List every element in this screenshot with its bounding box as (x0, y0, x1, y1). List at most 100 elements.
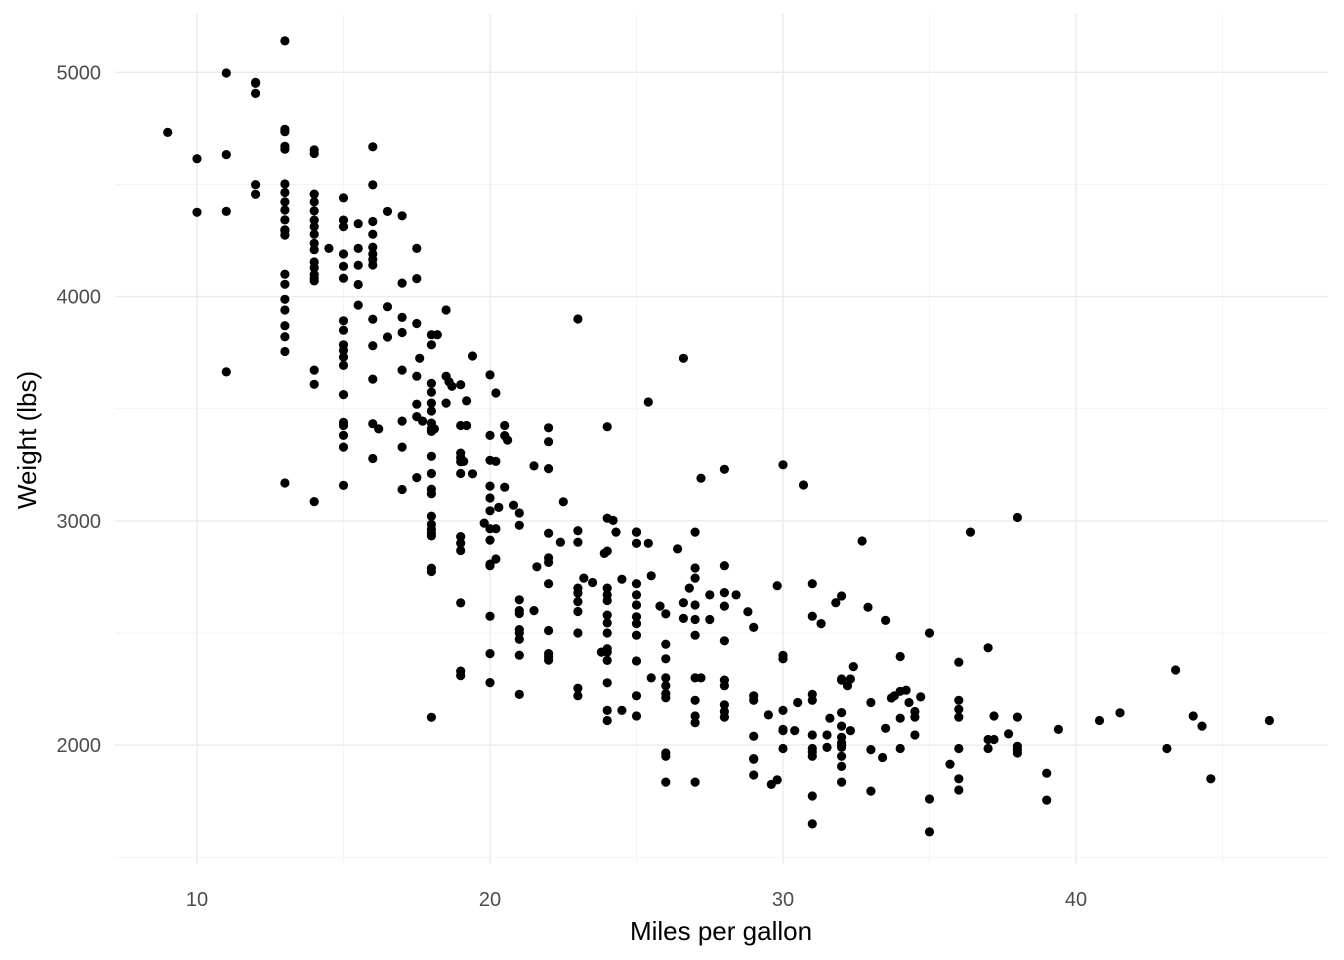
data-point (690, 718, 700, 728)
data-point (412, 371, 422, 381)
data-point (661, 654, 671, 664)
data-point (544, 464, 554, 474)
data-point (866, 697, 876, 708)
data-point (778, 705, 788, 716)
data-point (514, 650, 524, 660)
data-point (447, 381, 457, 391)
data-point (904, 697, 914, 708)
data-point (778, 743, 788, 754)
data-point (631, 600, 642, 610)
data-point (1053, 724, 1063, 735)
data-point (1206, 774, 1216, 784)
data-point (778, 460, 788, 470)
data-point (1012, 512, 1023, 523)
data-point (280, 279, 290, 289)
data-point (989, 734, 999, 745)
data-point (555, 537, 566, 547)
data-point (426, 340, 436, 350)
data-point (837, 721, 847, 731)
data-point (631, 538, 642, 548)
data-point (696, 473, 706, 483)
x-tick-label: 20 (479, 889, 501, 911)
data-point (508, 500, 519, 510)
data-point (397, 211, 407, 221)
data-point (954, 743, 964, 754)
data-point (954, 774, 964, 784)
data-point (251, 180, 261, 190)
data-point (895, 743, 905, 754)
data-point (485, 678, 495, 688)
data-point (479, 518, 489, 528)
data-point (954, 785, 964, 795)
y-tick-label: 4000 (57, 287, 102, 309)
data-point (426, 712, 436, 722)
data-point (881, 723, 891, 733)
data-point (280, 346, 290, 357)
data-point (397, 484, 407, 495)
data-point (544, 625, 554, 636)
data-point (848, 662, 858, 672)
data-point (338, 222, 349, 232)
data-point (374, 424, 384, 434)
data-point (837, 751, 847, 761)
data-point (415, 353, 425, 363)
data-point (485, 370, 495, 380)
data-point (631, 527, 642, 537)
data-point (772, 581, 782, 591)
data-point (441, 305, 451, 315)
data-point (544, 557, 554, 568)
data-point (485, 481, 495, 491)
data-point (426, 531, 436, 541)
data-point (309, 206, 319, 216)
data-point (602, 647, 612, 657)
data-point (684, 583, 694, 593)
data-point (573, 606, 583, 617)
data-point (678, 353, 689, 363)
data-point (368, 142, 378, 152)
data-point (1188, 711, 1198, 721)
data-point (705, 590, 715, 600)
data-point (397, 327, 407, 338)
x-tick-label: 10 (186, 889, 208, 911)
data-point (485, 506, 495, 516)
data-point (916, 692, 926, 702)
data-point (491, 388, 501, 398)
data-point (338, 193, 349, 203)
data-point (338, 325, 349, 335)
data-point (309, 497, 319, 507)
data-point (353, 243, 363, 253)
data-point (353, 279, 363, 290)
data-point (280, 205, 290, 215)
data-point (678, 598, 689, 608)
data-point (602, 583, 612, 593)
data-point (822, 742, 832, 753)
data-point (749, 695, 759, 705)
data-point (690, 563, 700, 573)
data-point (503, 435, 513, 445)
x-axis-tick-labels: 10 20 30 40 (186, 889, 1087, 911)
data-point (910, 712, 920, 722)
data-point (412, 473, 422, 483)
data-point (338, 442, 349, 452)
data-point (382, 332, 393, 342)
data-point (731, 590, 741, 600)
data-point (845, 674, 856, 684)
data-point (397, 312, 407, 322)
data-point (382, 206, 393, 216)
data-point (837, 738, 847, 748)
data-point (924, 827, 935, 837)
data-point (338, 215, 349, 225)
data-point (690, 711, 700, 721)
data-point (280, 144, 290, 154)
data-point (432, 330, 442, 340)
data-point (426, 378, 436, 388)
data-point (397, 278, 407, 288)
data-point (901, 685, 911, 695)
data-point (280, 321, 290, 331)
data-point (280, 332, 290, 342)
data-point (1197, 721, 1207, 731)
data-point (514, 508, 524, 518)
data-point (954, 704, 964, 714)
data-point (280, 305, 290, 315)
